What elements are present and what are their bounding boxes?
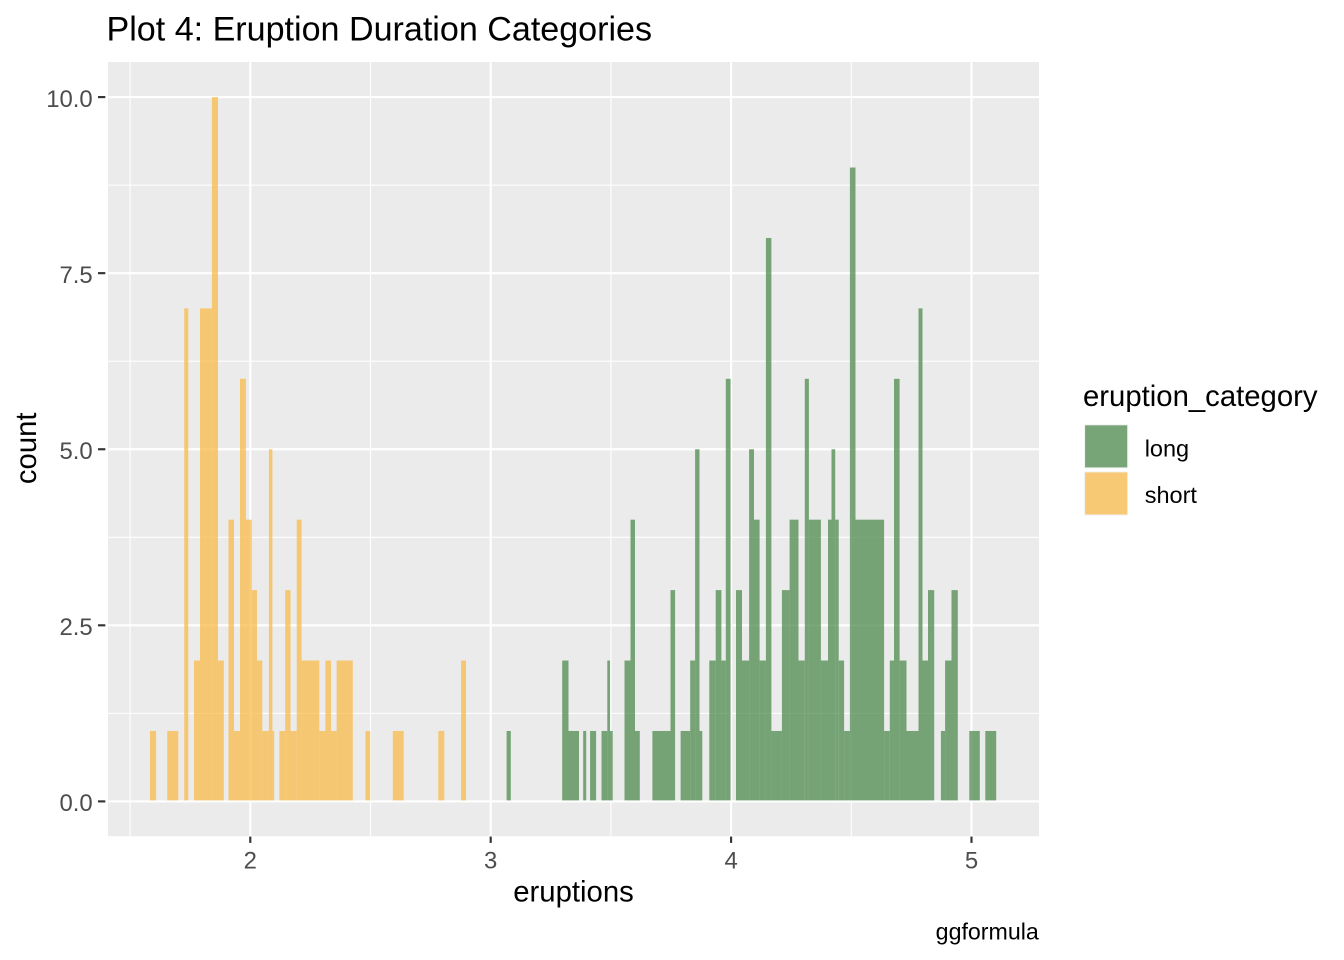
svg-text:5.0: 5.0 [59, 438, 92, 465]
svg-text:0.0: 0.0 [59, 790, 92, 817]
svg-text:5: 5 [965, 847, 978, 874]
svg-text:eruption_category: eruption_category [1083, 380, 1318, 413]
svg-text:2.5: 2.5 [59, 614, 92, 641]
svg-text:short: short [1145, 482, 1198, 508]
svg-text:2: 2 [244, 847, 257, 874]
svg-text:4: 4 [724, 847, 737, 874]
svg-text:10.0: 10.0 [46, 86, 93, 113]
svg-text:3: 3 [484, 847, 497, 874]
svg-text:7.5: 7.5 [59, 262, 92, 289]
svg-text:ggformula: ggformula [936, 919, 1039, 945]
svg-text:Plot 4: Eruption Duration Cate: Plot 4: Eruption Duration Categories [107, 11, 653, 49]
svg-text:eruptions: eruptions [513, 876, 634, 909]
svg-text:count: count [10, 412, 43, 484]
svg-text:long: long [1145, 436, 1189, 462]
